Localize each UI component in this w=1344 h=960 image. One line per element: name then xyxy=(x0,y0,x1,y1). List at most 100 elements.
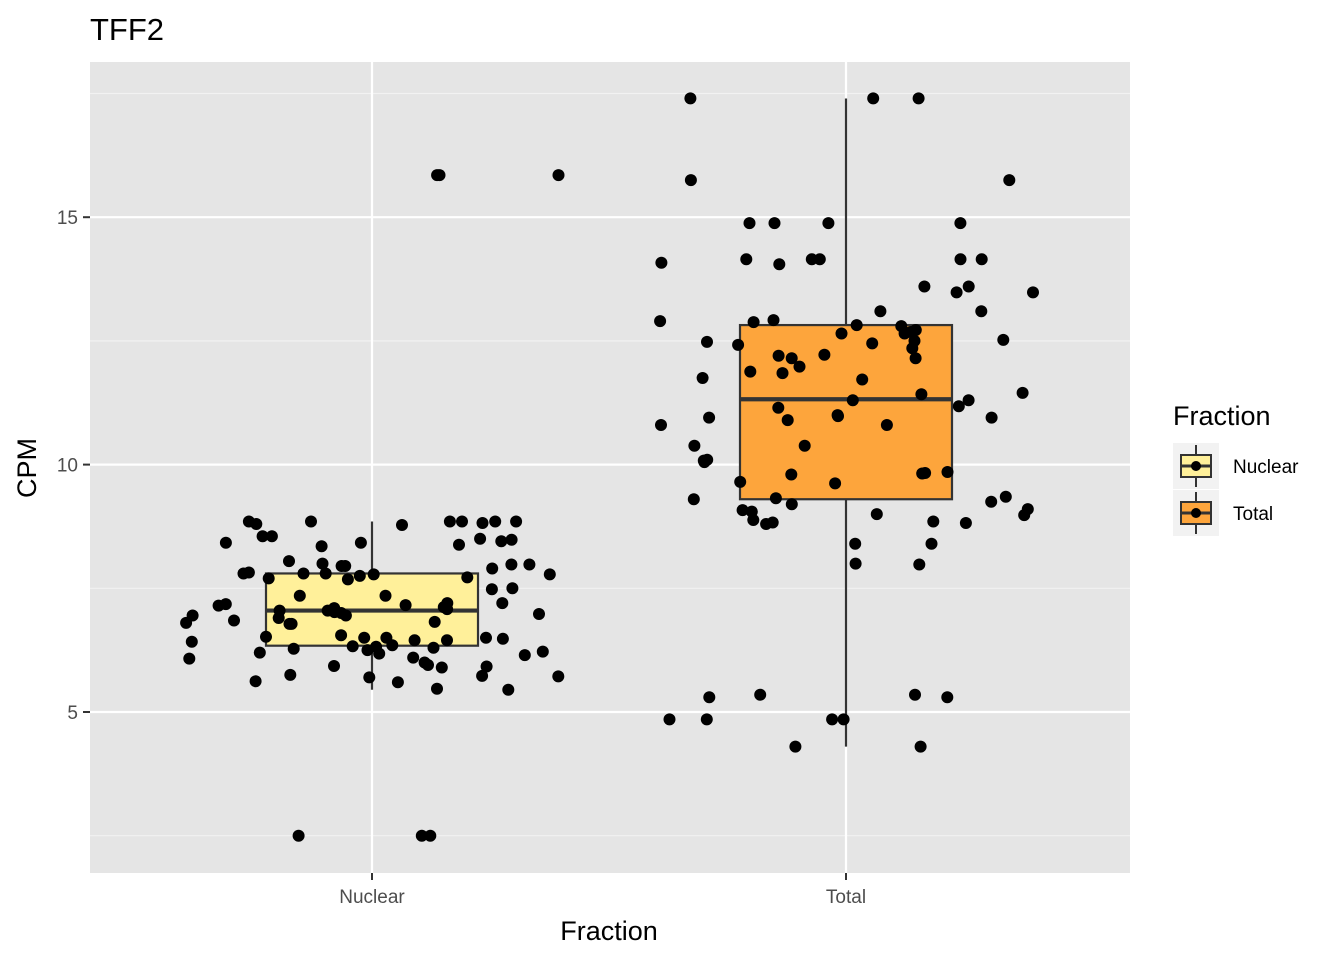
data-point xyxy=(283,617,296,630)
data-point xyxy=(785,352,798,365)
data-point xyxy=(502,683,515,696)
data-point xyxy=(818,348,831,361)
data-point xyxy=(253,646,266,659)
legend-label: Nuclear xyxy=(1233,457,1299,478)
data-point xyxy=(328,660,340,672)
data-point xyxy=(696,372,709,384)
data-point xyxy=(456,515,468,528)
legend: Fraction Nuclear Total xyxy=(1173,401,1299,536)
data-point xyxy=(909,352,922,365)
data-point xyxy=(305,515,317,528)
data-point xyxy=(835,327,848,340)
x-tick-label: Nuclear xyxy=(339,887,405,908)
data-point xyxy=(536,645,549,658)
data-point xyxy=(760,518,773,530)
data-point xyxy=(962,394,975,407)
data-point xyxy=(319,567,332,580)
data-point xyxy=(962,280,975,293)
data-point xyxy=(552,670,565,683)
data-point xyxy=(914,740,927,753)
data-point xyxy=(292,829,305,842)
data-point xyxy=(265,530,278,543)
data-point xyxy=(407,651,420,664)
data-point xyxy=(219,536,232,549)
data-point xyxy=(909,688,921,701)
data-point xyxy=(335,629,348,642)
data-point xyxy=(747,514,760,526)
data-point xyxy=(874,305,887,318)
data-point xyxy=(496,632,509,645)
data-point xyxy=(916,467,929,480)
data-point xyxy=(408,634,421,647)
data-point xyxy=(505,533,518,546)
data-point xyxy=(183,652,196,665)
data-point xyxy=(212,599,225,612)
data-point xyxy=(754,688,767,701)
data-point xyxy=(424,829,437,842)
data-point xyxy=(793,360,806,373)
data-point xyxy=(256,530,269,543)
data-point xyxy=(485,583,498,596)
data-point xyxy=(346,640,359,653)
data-point xyxy=(740,253,753,266)
data-point xyxy=(655,256,668,269)
data-point xyxy=(767,314,780,327)
data-point xyxy=(496,597,509,610)
data-point xyxy=(829,477,842,490)
data-point xyxy=(431,169,444,182)
data-point xyxy=(736,504,749,517)
data-point xyxy=(441,634,453,647)
data-point xyxy=(913,558,926,571)
data-point xyxy=(315,540,328,553)
data-point xyxy=(480,660,493,673)
data-point xyxy=(898,327,911,340)
data-point xyxy=(339,560,352,572)
data-point xyxy=(849,537,862,550)
data-point xyxy=(846,394,859,407)
x-axis-title: Fraction xyxy=(560,916,658,946)
data-point xyxy=(701,335,713,348)
data-point xyxy=(655,419,667,431)
data-point xyxy=(185,635,198,648)
x-tick-label: Total xyxy=(826,887,866,908)
data-point xyxy=(489,515,502,528)
data-point xyxy=(552,169,565,182)
data-point xyxy=(880,419,893,431)
data-point xyxy=(663,713,676,726)
y-axis-title: CPM xyxy=(12,438,42,498)
data-point xyxy=(772,349,785,362)
data-point xyxy=(785,468,798,481)
data-point xyxy=(985,495,998,508)
data-point xyxy=(358,631,371,644)
data-point xyxy=(518,649,531,662)
data-point xyxy=(249,675,262,688)
axes: 5 10 15 Nuclear Total xyxy=(57,208,866,908)
data-point xyxy=(822,217,835,230)
data-point xyxy=(925,537,938,550)
data-point xyxy=(954,217,967,230)
data-point xyxy=(837,713,850,726)
data-point xyxy=(856,373,869,386)
data-point xyxy=(435,661,448,674)
data-point xyxy=(959,517,972,529)
data-point xyxy=(700,713,713,726)
data-point xyxy=(386,639,399,652)
data-point xyxy=(480,631,492,644)
data-point xyxy=(339,609,352,622)
data-point xyxy=(523,558,536,571)
data-point xyxy=(849,557,862,570)
data-point xyxy=(228,614,240,627)
data-point xyxy=(272,612,285,624)
data-point xyxy=(180,616,193,629)
data-point xyxy=(474,532,487,545)
data-point xyxy=(927,515,940,528)
data-point xyxy=(975,305,988,318)
data-point xyxy=(476,517,489,529)
legend-entry-nuclear: Nuclear xyxy=(1173,443,1299,489)
data-point xyxy=(776,367,789,380)
data-point xyxy=(341,573,354,586)
data-point xyxy=(283,555,295,568)
data-point xyxy=(250,518,263,530)
data-point xyxy=(906,342,919,355)
